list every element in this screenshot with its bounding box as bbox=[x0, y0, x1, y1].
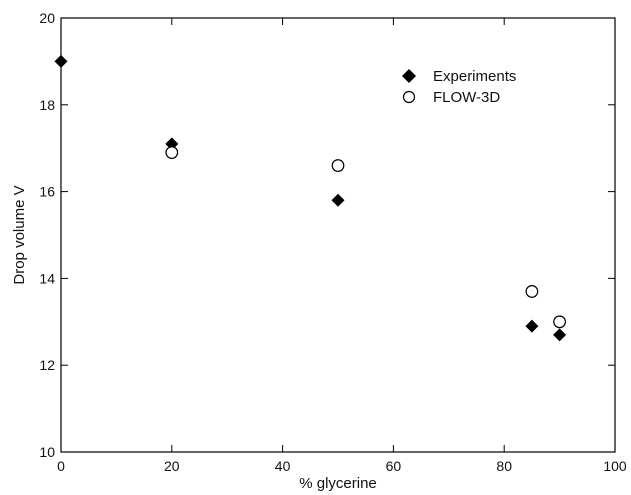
flow3d-point bbox=[165, 146, 179, 159]
legend-diamond-marker bbox=[402, 69, 416, 83]
data-marks bbox=[54, 54, 567, 342]
x-tick-label: 40 bbox=[275, 458, 291, 474]
y-tick-label: 20 bbox=[39, 10, 55, 26]
x-tick-label: 100 bbox=[603, 458, 627, 474]
axis-tick-labels: 0 20 40 60 80 100 10 12 14 16 18 20 bbox=[39, 10, 626, 474]
plot-frame bbox=[60, 17, 616, 453]
y-tick-label: 10 bbox=[39, 444, 55, 460]
x-tick-label: 60 bbox=[386, 458, 402, 474]
x-tick-label: 0 bbox=[57, 458, 65, 474]
experiment-point bbox=[553, 328, 567, 342]
x-tick-label: 20 bbox=[164, 458, 180, 474]
flow3d-point bbox=[331, 159, 345, 172]
legend-circle-marker bbox=[402, 90, 416, 104]
y-tick-label: 16 bbox=[39, 184, 55, 200]
legend-label-flow3d: FLOW-3D bbox=[433, 89, 500, 106]
experiment-point bbox=[331, 193, 345, 207]
legend-item-experiments: Experiments bbox=[402, 68, 516, 85]
x-axis-title: % glycerine bbox=[299, 475, 377, 492]
axis-ticks bbox=[60, 17, 616, 453]
x-tick-label: 80 bbox=[496, 458, 512, 474]
legend-item-flow3d: FLOW-3D bbox=[402, 89, 500, 106]
legend-label-experiments: Experiments bbox=[433, 68, 516, 85]
y-tick-label: 18 bbox=[39, 97, 55, 113]
y-tick-label: 12 bbox=[39, 357, 55, 373]
experiment-point bbox=[54, 54, 68, 68]
flow3d-point bbox=[553, 315, 566, 329]
experiment-point bbox=[525, 319, 539, 333]
flow3d-point bbox=[525, 285, 539, 298]
y-axis-title: Drop volume V bbox=[11, 185, 28, 284]
legend: Experiments FLOW-3D bbox=[402, 68, 516, 106]
y-tick-label: 14 bbox=[39, 270, 55, 286]
